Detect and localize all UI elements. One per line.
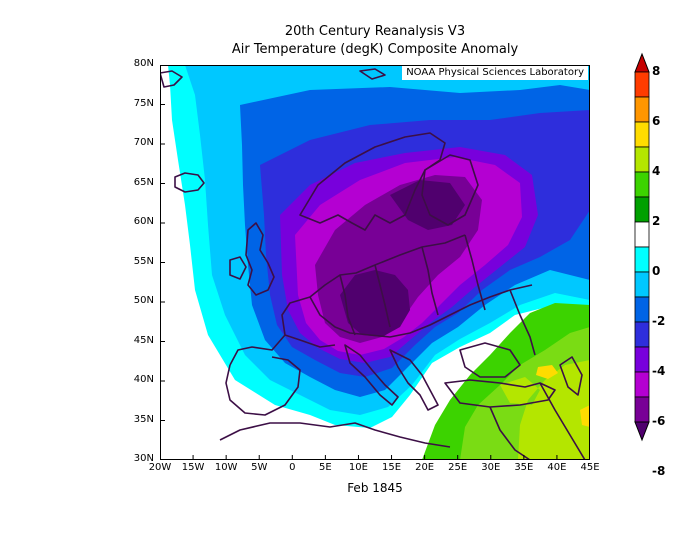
colorbar-swatch xyxy=(634,121,650,148)
lon-tick-label: 25E xyxy=(448,462,468,473)
colorbar-label: -2 xyxy=(652,314,666,328)
lat-tick-label: 65N xyxy=(133,176,154,188)
colorbar-swatch xyxy=(634,221,650,248)
credit-label: NOAA Physical Sciences Laboratory xyxy=(402,66,588,80)
colorbar-label: 6 xyxy=(652,114,661,128)
colorbar xyxy=(634,52,650,442)
colorbar-top-arrow xyxy=(634,52,650,73)
colorbar-label: 4 xyxy=(652,164,661,178)
colorbar-swatch xyxy=(634,296,650,323)
anomaly-band-minus8 xyxy=(340,180,465,337)
colorbar-bottom-arrow xyxy=(634,421,650,442)
lon-tick-label: 5W xyxy=(251,462,268,473)
colorbar-label: 2 xyxy=(652,214,661,228)
colorbar-label: 8 xyxy=(652,64,661,78)
lat-tick-label: 50N xyxy=(133,295,154,306)
colorbar-swatch xyxy=(634,71,650,98)
colorbar-swatch xyxy=(634,371,650,398)
lat-tick-label: 35N xyxy=(133,413,154,425)
lon-tick-label: 10E xyxy=(348,462,368,473)
map-subtitle: Air Temperature (degK) Composite Anomaly xyxy=(231,42,519,57)
colorbar-swatch xyxy=(634,346,650,373)
lon-tick-label: 0 xyxy=(289,462,296,473)
lat-tick-label: 60N xyxy=(133,216,154,227)
lon-tick-label: 5E xyxy=(319,462,332,473)
lon-tick-label: 40E xyxy=(547,462,567,473)
colorbar-label: -8 xyxy=(652,464,666,478)
colorbar-swatch xyxy=(634,96,650,123)
lon-tick-label: 15W xyxy=(181,462,205,473)
lon-tick-label: 45E xyxy=(580,462,600,473)
colorbar-label: 0 xyxy=(652,264,661,278)
lat-tick-label: 30N xyxy=(133,453,154,464)
lat-tick-label: 80N xyxy=(133,58,154,69)
lon-tick-label: 15E xyxy=(382,462,402,473)
map-title: 20th Century Reanalysis V3 xyxy=(284,24,466,39)
lon-tick-label: 35E xyxy=(514,462,534,473)
lat-tick-label: 70N xyxy=(133,137,154,148)
colorbar-swatch xyxy=(634,171,650,198)
date-label: Feb 1845 xyxy=(347,481,403,495)
coastlines xyxy=(160,65,586,460)
colorbar-swatch xyxy=(634,196,650,223)
lat-tick-label: 40N xyxy=(133,374,154,385)
anomaly-map: NOAA Physical Sciences Laboratory xyxy=(160,65,590,460)
lon-tick-label: 30E xyxy=(481,462,501,473)
lon-tick-label: 10W xyxy=(214,462,238,473)
lat-tick-label: 75N xyxy=(133,97,154,109)
anomaly-band-plus4 xyxy=(536,365,590,427)
colorbar-swatch xyxy=(634,271,650,298)
lon-tick-label: 20W xyxy=(148,462,172,473)
colorbar-label: -4 xyxy=(652,364,666,378)
colorbar-swatch xyxy=(634,396,650,423)
lat-tick-label: 55N xyxy=(133,255,154,267)
map-canvas xyxy=(160,65,590,460)
colorbar-swatch xyxy=(634,246,650,273)
lon-tick-label: 20E xyxy=(415,462,435,473)
lat-tick-label: 45N xyxy=(133,334,154,346)
colorbar-swatch xyxy=(634,146,650,173)
colorbar-swatch xyxy=(634,321,650,348)
colorbar-label: -6 xyxy=(652,414,666,428)
